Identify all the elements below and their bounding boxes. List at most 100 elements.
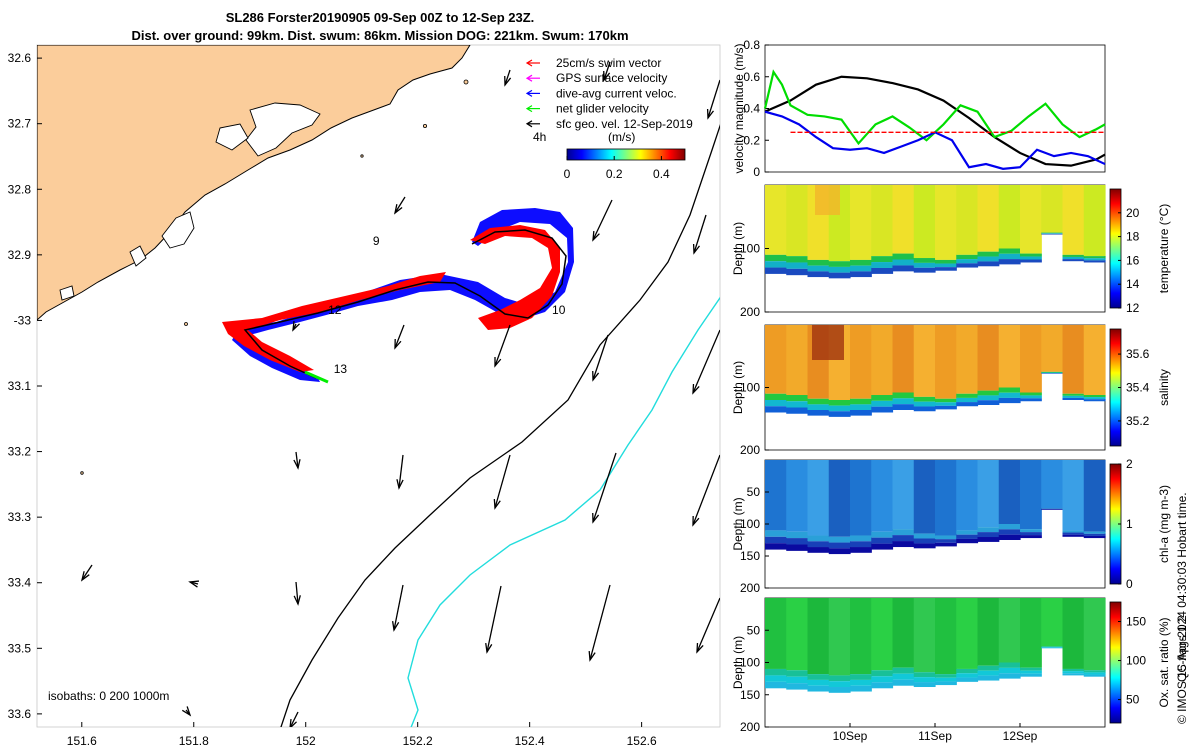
- geo-velocity-arrow: [494, 454, 511, 509]
- heatmap-deep-cell: [998, 534, 1021, 540]
- geo-velocity-arrow: [295, 581, 299, 605]
- heatmap-deep-cell: [871, 676, 894, 683]
- heatmap-deep-cell: [913, 262, 936, 268]
- heatmap-deep-cell: [1020, 535, 1042, 539]
- heatmap-deep-cell: [935, 405, 957, 410]
- colorbar-tick-label: 2: [1126, 457, 1133, 471]
- legend-arrow-head: [525, 74, 533, 82]
- heatmap-deep-cell: [786, 256, 809, 263]
- heatmap-deep-cell: [786, 538, 809, 545]
- profile-ylabel: Depth (m): [731, 636, 745, 689]
- heatmap-surface-cell: [892, 598, 915, 668]
- colorbar-tick-label: 1: [1126, 517, 1133, 531]
- profile-panel: 100 200 Depth (m) 35.2 35.4 35.6 salinity: [731, 324, 1171, 457]
- colorbar-tick-label: 0.4: [653, 167, 670, 181]
- heatmap-surface-cell: [850, 460, 872, 536]
- heatmap-deep-cell: [1062, 673, 1085, 676]
- heatmap-deep-cell: [850, 685, 872, 692]
- heatmap-deep-cell: [1083, 258, 1106, 261]
- colorbar-tick-label: 14: [1126, 277, 1140, 291]
- heatmap-deep-cell: [828, 681, 851, 688]
- geo-velocity-arrowhead: [692, 243, 701, 255]
- heatmap-deep-cell: [1062, 532, 1085, 535]
- heatmap-deep-cell: [765, 530, 787, 537]
- heatmap-surface-cell: [1083, 185, 1106, 257]
- heatmap-deep-cell: [892, 265, 915, 272]
- colorbar-tick-label: 150: [1126, 615, 1146, 629]
- heatmap-surface-cell: [977, 185, 1000, 252]
- heatmap-deep-cell: [913, 677, 936, 683]
- heatmap-deep-cell: [892, 679, 915, 686]
- heatmap-deep-cell: [828, 548, 851, 555]
- heatmap-surface-cell: [892, 460, 915, 530]
- heatmap-surface-cell: [786, 598, 809, 671]
- heatmap-surface-cell: [998, 325, 1021, 388]
- heatmap-deep-cell: [998, 667, 1021, 674]
- heatmap-deep-cell: [871, 406, 894, 413]
- heatmap-deep-cell: [998, 662, 1021, 668]
- profile-ytick-label: 100: [740, 381, 760, 395]
- heatmap-deep-cell: [807, 398, 830, 405]
- heatmap-deep-cell: [871, 267, 894, 274]
- geo-velocity-arrowhead: [394, 338, 402, 350]
- swim-vector-band: [470, 225, 560, 330]
- heatmap-deep-cell: [892, 529, 915, 536]
- time-xtick-label: 11Sep: [918, 729, 952, 743]
- heatmap-deep-cell: [956, 673, 979, 678]
- map-ytick-label: 32.9: [8, 248, 32, 262]
- heatmap-surface-cell: [956, 598, 979, 669]
- heatmap-deep-cell: [828, 675, 851, 682]
- heatmap-deep-cell: [977, 395, 1000, 401]
- heatmap-surface-cell: [786, 460, 809, 532]
- geo-velocity-arrow: [696, 597, 720, 653]
- heatmap-surface-cell: [1041, 325, 1064, 372]
- heatmap-deep-cell: [765, 543, 787, 550]
- heatmap-deep-cell: [1083, 535, 1106, 539]
- map-xtick-label: 151.8: [179, 734, 209, 748]
- heatmap-deep-cell: [977, 675, 1000, 681]
- heatmap-deep-cell: [935, 398, 957, 403]
- heatmap-deep-cell: [1041, 233, 1064, 235]
- map-xtick-label: 152.2: [403, 734, 433, 748]
- heatmap-deep-cell: [998, 259, 1021, 265]
- heatmap-deep-cell: [913, 543, 936, 549]
- colorbar-unit: (m/s): [608, 130, 635, 144]
- colorbar-label: temperature (°C): [1157, 204, 1171, 294]
- heatmap-deep-cell: [871, 531, 894, 538]
- velocity-series-line: [764, 75, 1106, 167]
- profile-ylabel: Depth (m): [731, 497, 745, 550]
- heatmap-deep-cell: [913, 538, 936, 544]
- geo-velocity-arrowhead: [692, 383, 700, 395]
- geo-velocity-arrow: [693, 214, 707, 254]
- velocity-ytick-label: 0.6: [743, 70, 760, 84]
- profile-ytick-label: 100: [740, 517, 760, 531]
- heatmap-deep-cell: [765, 675, 787, 682]
- heatmap-deep-cell: [913, 533, 936, 539]
- heatmap-deep-cell: [1083, 531, 1106, 534]
- profile-panel: 50 100 150 200 Depth (m) 0 1 2 chl-a (mg m-3): [731, 457, 1171, 595]
- heatmap-deep-cell: [871, 670, 894, 677]
- geo-velocity-arrowhead: [485, 642, 493, 654]
- heatmap-deep-cell: [956, 397, 979, 403]
- map-xtick-label: 152.4: [515, 734, 545, 748]
- heatmap-deep-cell: [913, 267, 936, 273]
- colorbar-tick-label: 18: [1126, 230, 1140, 244]
- colorbar-label: chl-a (mg m-3): [1157, 485, 1171, 563]
- colorbar-tick-label: 12: [1126, 301, 1140, 315]
- legend-entry: GPS surface velocity: [556, 71, 667, 85]
- heatmap-deep-cell: [807, 265, 830, 272]
- legend-arrow-head: [525, 120, 533, 128]
- heatmap-deep-cell: [807, 685, 830, 692]
- heatmap-deep-cell: [828, 542, 851, 549]
- heatmap-deep-cell: [1020, 398, 1042, 402]
- heatmap-surface-cell: [1062, 460, 1085, 531]
- heatmap-deep-cell: [850, 535, 872, 542]
- heatmap-deep-cell: [828, 400, 851, 406]
- heatmap-deep-cell: [850, 674, 872, 680]
- heatmap-surface-cell: [998, 598, 1021, 663]
- heatmap-deep-cell: [807, 679, 830, 686]
- profile-ylabel: Depth (m): [731, 361, 745, 414]
- geo-velocity-arrow: [592, 199, 613, 241]
- heatmap-deep-cell: [892, 253, 915, 260]
